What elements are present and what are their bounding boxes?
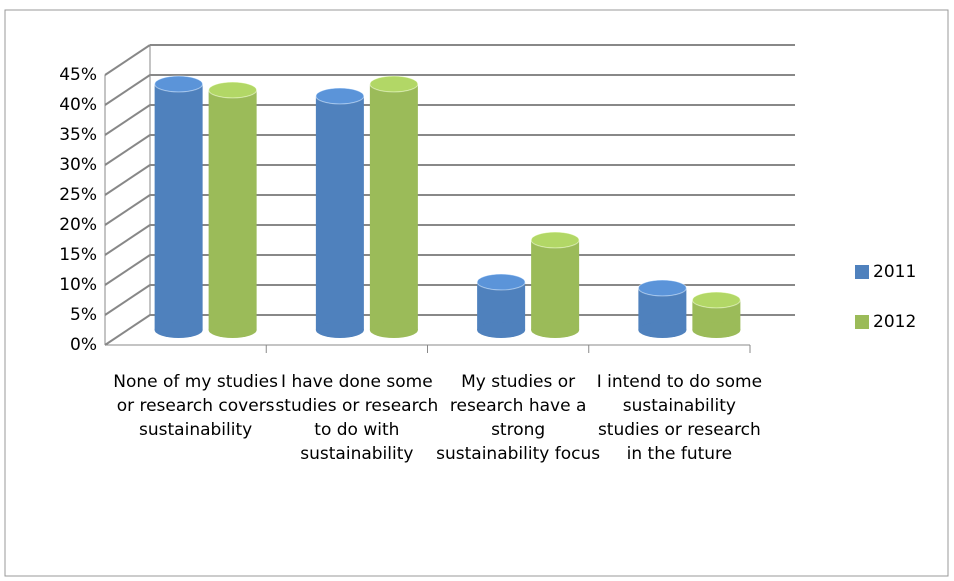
grid-line: [104, 164, 151, 196]
bar-top: [315, 87, 365, 105]
grid-line: [104, 314, 151, 346]
grid-line: [104, 224, 151, 256]
grid-line: [104, 74, 151, 106]
legend-swatch: [855, 265, 869, 279]
grid-line: [104, 44, 151, 76]
grid-line: [104, 194, 151, 226]
bar: [208, 90, 257, 330]
legend-label: 2012: [873, 312, 916, 332]
bar-base: [315, 322, 364, 338]
bar-top: [476, 273, 526, 291]
bar-base: [692, 322, 741, 338]
bar-top: [530, 231, 580, 249]
grid-line: [104, 284, 151, 316]
y-tick-label: 25%: [59, 185, 97, 205]
bar-top: [154, 75, 204, 93]
x-tick-label: I intend to do some sustainability studi…: [596, 372, 763, 464]
bar-top: [691, 291, 741, 309]
legend-swatch: [855, 315, 869, 329]
bar-top: [369, 75, 419, 93]
bar: [369, 84, 418, 330]
y-tick-label: 10%: [59, 275, 97, 295]
bar-base: [477, 322, 526, 338]
y-tick-label: 15%: [59, 245, 97, 265]
bar-base: [154, 322, 203, 338]
grid-line: [104, 134, 151, 166]
bar-base: [638, 322, 687, 338]
y-tick-label: 20%: [59, 215, 97, 235]
y-tick-label: 35%: [59, 125, 97, 145]
bar-top: [208, 81, 258, 99]
y-tick-label: 45%: [59, 65, 97, 85]
grid-line: [104, 104, 151, 136]
bar-top: [637, 279, 687, 297]
bar-base: [369, 322, 418, 338]
x-tick-label: My studies or research have a strong sus…: [436, 372, 601, 464]
y-tick-label: 0%: [70, 335, 97, 355]
chart-border: [4, 9, 949, 577]
bar: [154, 84, 203, 330]
y-tick-label: 30%: [59, 155, 97, 175]
x-tick-label: None of my studies or research covers su…: [113, 372, 278, 440]
legend-label: 2011: [873, 262, 916, 282]
y-tick-label: 5%: [70, 305, 97, 325]
bar-base: [531, 322, 580, 338]
bar-base: [208, 322, 257, 338]
grid-line: [104, 254, 151, 286]
bar: [315, 96, 364, 330]
x-tick-label: I have done some studies or research to …: [275, 372, 439, 464]
y-tick-label: 40%: [59, 95, 97, 115]
bar: [531, 240, 580, 330]
